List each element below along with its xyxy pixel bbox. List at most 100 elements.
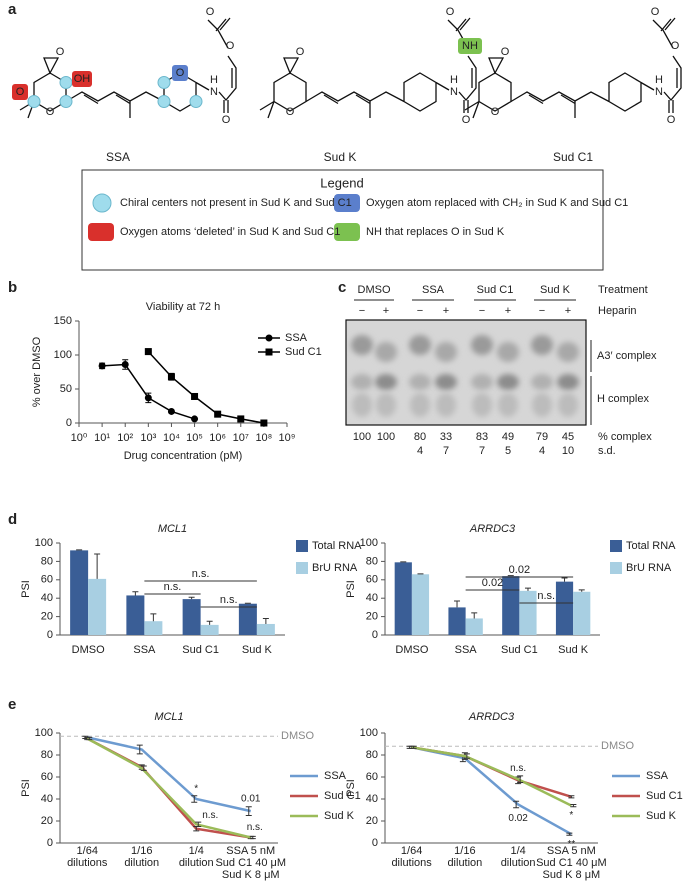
error-bar <box>86 736 93 741</box>
legend-swatch <box>610 562 622 574</box>
gel-band <box>375 374 397 390</box>
x-tick-label: Sud C1 40 μM <box>215 857 286 869</box>
bond <box>65 91 165 103</box>
bar <box>126 595 145 635</box>
heparin-sign: − <box>479 305 485 317</box>
atom-label: O <box>446 6 455 18</box>
x-tick-label: 10⁴ <box>163 432 180 444</box>
legend-swatch <box>88 223 114 241</box>
atom-label: O <box>46 106 55 118</box>
bar <box>182 599 201 635</box>
annotation: n.s. <box>192 568 210 580</box>
error-bar <box>568 795 575 799</box>
error-bar <box>150 613 157 622</box>
error-bar <box>249 835 256 840</box>
gel-band <box>351 374 373 390</box>
error-bar <box>454 600 461 608</box>
atom-label: NH <box>462 40 478 52</box>
atom-label: O <box>667 114 676 126</box>
treatment: DMSO <box>358 284 391 296</box>
annotation: n.s. <box>537 590 555 602</box>
bond <box>488 57 505 75</box>
bar <box>394 562 412 635</box>
percent-complex: 100 <box>353 431 371 443</box>
gel-smear <box>376 393 396 417</box>
x-tick-label: Sud C1 <box>501 644 538 656</box>
row-label: Treatment <box>598 284 648 296</box>
atom-label: O <box>651 6 660 18</box>
chart-title: ARRDC3 <box>468 711 515 723</box>
error-bar <box>561 577 568 582</box>
atom-label: O <box>296 46 305 58</box>
band-label: A3′ complex <box>597 350 657 362</box>
heparin-sign: + <box>565 305 571 317</box>
structure <box>259 17 477 119</box>
bond <box>259 100 275 119</box>
legend-text: SSA <box>324 770 347 782</box>
replaced-oxygen <box>172 65 188 81</box>
nh-replacement <box>458 38 482 54</box>
bar <box>573 591 591 635</box>
gel-band <box>409 374 431 390</box>
series-line <box>411 746 572 807</box>
y-tick-label: 60 <box>366 574 378 586</box>
x-tick-label: SSA 5 nM <box>547 845 596 857</box>
legend-text: Sud K <box>646 810 677 822</box>
legend-swatch <box>92 193 112 213</box>
y-tick-label: 80 <box>41 749 53 761</box>
legend-text: Total RNA <box>626 540 676 552</box>
legend-text: SSA <box>285 332 308 344</box>
series-line <box>86 736 252 813</box>
legend-text: Sud C1 <box>285 346 322 358</box>
atom-label: N <box>655 86 663 98</box>
legend-text: NH that replaces O in Sud K <box>366 226 505 238</box>
error-bar <box>140 765 147 771</box>
structure <box>19 17 237 119</box>
marker <box>167 373 175 381</box>
y-axis-label: PSI <box>20 779 32 797</box>
annotation: n.s. <box>164 581 182 593</box>
atom-label: O <box>226 40 235 52</box>
annotation: 0.02 <box>508 813 528 824</box>
bond <box>283 57 300 75</box>
x-tick-label: 10⁵ <box>186 432 203 444</box>
x-tick-label: dilution <box>124 857 159 869</box>
sd-value: 10 <box>562 445 574 457</box>
bond <box>195 81 210 91</box>
y-tick-label: 100 <box>360 537 378 549</box>
x-axis-label: Drug concentration (pM) <box>124 450 243 462</box>
x-tick-label: Sud K <box>242 644 273 656</box>
gel-band <box>557 342 579 362</box>
x-tick-label: Sud C1 40 μM <box>536 857 607 869</box>
gel-smear <box>472 393 492 417</box>
legend-text: Sud K <box>324 810 355 822</box>
gel-band <box>497 342 519 362</box>
atom-label: H <box>655 74 663 86</box>
error-bar <box>471 612 478 619</box>
legend-title: Legend <box>320 175 363 190</box>
error-bar <box>191 795 198 803</box>
atom-label: O <box>671 40 680 52</box>
x-tick-label: dilution <box>179 857 214 869</box>
y-tick-label: 40 <box>366 592 378 604</box>
bond <box>663 55 682 102</box>
y-tick-label: 0 <box>47 629 53 641</box>
legend-marker <box>265 334 273 342</box>
error-bar <box>463 753 470 759</box>
bar <box>88 578 107 635</box>
y-axis-label: PSI <box>345 580 357 598</box>
heparin-sign: − <box>417 305 423 317</box>
x-tick-label: 10¹ <box>94 432 110 444</box>
y-tick-label: 60 <box>41 574 53 586</box>
bond <box>218 55 237 102</box>
legend-text: BrU RNA <box>626 562 672 574</box>
y-tick-label: 40 <box>366 793 378 805</box>
x-tick-label: 1/4 <box>189 845 204 857</box>
y-tick-label: 20 <box>41 611 53 623</box>
atom-label: O <box>491 106 500 118</box>
y-axis-label: PSI <box>345 779 357 797</box>
legend-box <box>81 169 604 271</box>
bar <box>519 590 537 635</box>
deleted-oxygen <box>12 84 28 100</box>
